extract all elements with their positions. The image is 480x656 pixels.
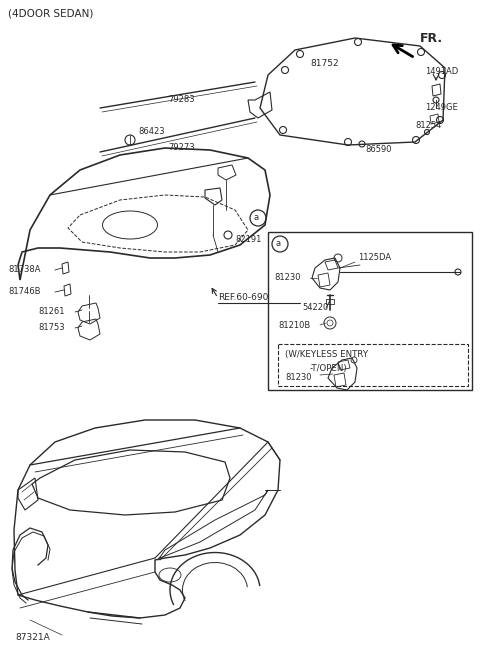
Text: -T/OPEN): -T/OPEN) bbox=[310, 363, 348, 373]
Text: 81254: 81254 bbox=[415, 121, 442, 129]
Text: 79283: 79283 bbox=[168, 96, 194, 104]
Text: a: a bbox=[254, 213, 259, 222]
Text: 87321A: 87321A bbox=[15, 634, 50, 642]
Bar bbox=[268, 232, 472, 390]
Text: (4DOOR SEDAN): (4DOOR SEDAN) bbox=[8, 9, 94, 19]
Text: (W/KEYLESS ENTRY: (W/KEYLESS ENTRY bbox=[285, 350, 368, 359]
Text: 1491AD: 1491AD bbox=[425, 68, 458, 77]
Text: 81753: 81753 bbox=[38, 323, 65, 333]
Bar bbox=[278, 344, 468, 386]
Text: 81210B: 81210B bbox=[278, 321, 310, 329]
Text: 1249GE: 1249GE bbox=[425, 104, 458, 112]
Text: 81230: 81230 bbox=[274, 274, 300, 283]
Text: a: a bbox=[276, 239, 281, 249]
Text: 79273: 79273 bbox=[168, 144, 194, 152]
Text: REF.60-690: REF.60-690 bbox=[218, 293, 268, 302]
Text: 86423: 86423 bbox=[138, 127, 165, 136]
Text: 1125DA: 1125DA bbox=[358, 253, 391, 262]
Text: 81230: 81230 bbox=[285, 373, 312, 382]
Text: 81738A: 81738A bbox=[8, 266, 40, 274]
Text: 82191: 82191 bbox=[235, 236, 262, 245]
Text: 86590: 86590 bbox=[365, 146, 392, 155]
Text: 54220: 54220 bbox=[302, 304, 328, 312]
Text: 81261: 81261 bbox=[38, 308, 64, 316]
Text: 81746B: 81746B bbox=[8, 287, 40, 297]
Text: FR.: FR. bbox=[420, 31, 443, 45]
Text: 81752: 81752 bbox=[310, 58, 338, 68]
